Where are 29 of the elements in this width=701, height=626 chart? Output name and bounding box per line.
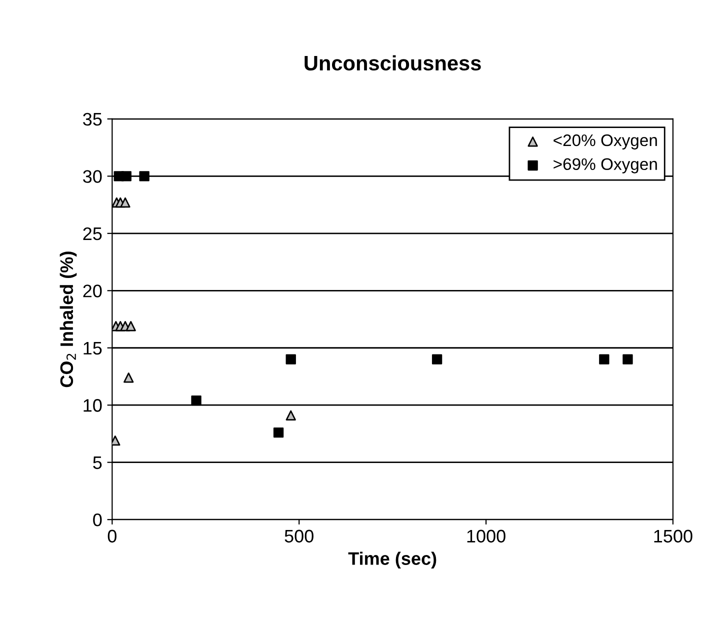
x-tick-label: 1000 bbox=[467, 530, 506, 543]
point bbox=[273, 427, 284, 438]
legend-label: <20% Oxygen bbox=[554, 134, 657, 150]
point bbox=[286, 354, 296, 364]
legend-label: >69% Oxygen bbox=[554, 158, 657, 174]
x-tick-label: 1500 bbox=[654, 530, 692, 543]
y-tick-label: 30 bbox=[83, 170, 102, 183]
y-tick-label: 5 bbox=[93, 456, 102, 470]
y-tick-label: 10 bbox=[84, 399, 102, 412]
y-tick-label: 35 bbox=[83, 112, 102, 126]
x-axis-title: Time (sec) bbox=[348, 552, 436, 569]
point bbox=[286, 410, 296, 420]
point bbox=[120, 197, 130, 208]
point bbox=[599, 354, 610, 364]
x-tick-label: 500 bbox=[284, 530, 314, 543]
chart-title: Unconsciousness bbox=[304, 55, 481, 71]
y-tick-label: 0 bbox=[93, 514, 102, 526]
point bbox=[139, 171, 150, 182]
point bbox=[126, 321, 136, 332]
point bbox=[121, 171, 132, 182]
y-tick-label: 25 bbox=[83, 227, 102, 240]
y-axis-title: CO$_{2}$ Inhaled (%) bbox=[60, 252, 77, 388]
x-tick-label: 0 bbox=[108, 530, 116, 543]
point bbox=[124, 372, 134, 383]
point bbox=[432, 354, 442, 364]
y-tick-label: 15 bbox=[84, 342, 102, 355]
point bbox=[622, 354, 633, 364]
point bbox=[191, 395, 202, 406]
y-tick-label: 20 bbox=[83, 284, 102, 298]
